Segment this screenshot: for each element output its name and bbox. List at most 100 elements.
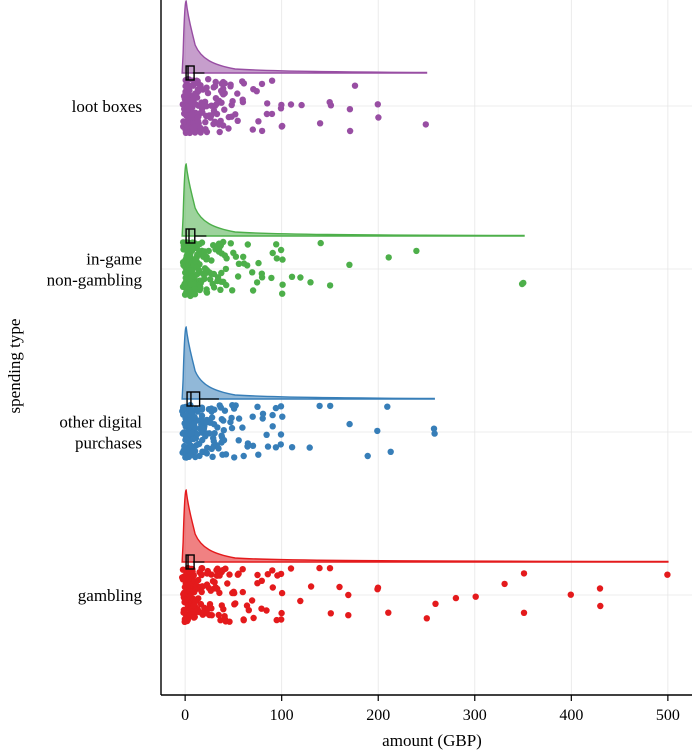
in_game_non_gambling-point	[188, 273, 195, 280]
other_digital_purchases-point	[195, 440, 202, 448]
category-label-other_digital_purchases: other digital purchases	[59, 413, 142, 453]
other_digital_purchases-point	[228, 424, 236, 432]
loot_boxes-points	[179, 76, 429, 137]
loot_boxes-density	[181, 0, 428, 74]
loot_boxes-point	[213, 110, 221, 118]
gambling-point	[234, 571, 241, 578]
gambling-point	[208, 571, 215, 578]
gambling-point	[385, 609, 392, 616]
in_game_non_gambling-point	[255, 259, 262, 267]
in_game_non_gambling-point	[249, 269, 256, 276]
in_game_non_gambling-point	[307, 279, 314, 286]
gambling-point	[287, 565, 295, 572]
other_digital_purchases-point	[208, 414, 216, 421]
in_game_non_gambling-point	[234, 273, 242, 280]
gambling-point	[254, 571, 261, 579]
other_digital_purchases-density	[181, 326, 435, 400]
other_digital_purchases-point	[279, 413, 286, 420]
loot_boxes-point	[197, 124, 204, 132]
gambling-point	[452, 594, 460, 602]
loot_boxes-point	[220, 85, 227, 93]
category-label-line: gambling	[78, 586, 143, 605]
series-loot_boxes	[179, 0, 429, 137]
in_game_non_gambling-point	[279, 281, 286, 288]
other_digital_purchases-point	[364, 452, 371, 460]
other_digital_purchases-point	[255, 451, 262, 458]
in_game_non_gambling-point	[197, 284, 204, 291]
category-labels: loot boxes in-game non-gambling other digit…	[47, 97, 143, 605]
x-tick-label-300: 300	[463, 707, 487, 724]
gambling-point	[423, 615, 430, 622]
loot_boxes-point	[228, 101, 235, 109]
gambling-point	[190, 614, 198, 621]
gambling-point	[258, 577, 265, 584]
gambling-point	[374, 586, 381, 593]
loot_boxes-point	[279, 122, 286, 130]
gambling-point	[195, 576, 202, 584]
loot_boxes-point	[185, 89, 192, 96]
in_game_non_gambling-point	[217, 242, 224, 249]
in_game_non_gambling-point	[269, 249, 276, 257]
in_game_non_gambling-point	[240, 253, 247, 260]
gambling-point	[195, 595, 202, 602]
in_game_non_gambling-point	[244, 241, 251, 248]
other_digital_purchases-point	[259, 415, 266, 422]
in_game_non_gambling-point	[208, 270, 215, 277]
other_digital_purchases-point	[316, 402, 323, 410]
other_digital_purchases-point	[221, 407, 229, 414]
loot_boxes-point	[218, 99, 225, 106]
other_digital_purchases-point	[210, 434, 217, 442]
category-label-line: non-gambling	[47, 271, 143, 290]
loot_boxes-point	[205, 76, 212, 83]
gambling-point	[229, 589, 236, 597]
other_digital_purchases-point	[272, 404, 280, 412]
gambling-point	[258, 605, 265, 612]
series-other_digital_purchases	[179, 326, 438, 461]
other_digital_purchases-point	[218, 416, 225, 423]
gambling-point	[190, 572, 197, 579]
in_game_non_gambling-point	[203, 286, 210, 293]
in_game_non_gambling-point	[413, 247, 420, 255]
loot_boxes-point	[263, 110, 271, 118]
gambling-point	[597, 602, 604, 610]
gambling-point	[567, 591, 574, 598]
other_digital_purchases-point	[259, 410, 267, 417]
in_game_non_gambling-point	[385, 254, 392, 261]
gambling-points	[179, 564, 671, 625]
gambling-point	[220, 606, 227, 613]
gambling-point	[198, 565, 206, 572]
in_game_non_gambling-box	[185, 228, 196, 244]
loot_boxes-point	[232, 111, 239, 118]
loot_boxes-point	[194, 118, 202, 125]
gambling-point	[277, 570, 285, 578]
in_game_non_gambling-point	[258, 274, 266, 281]
in_game_non_gambling-point	[229, 287, 236, 294]
gambling-point	[226, 618, 233, 625]
in_game_non_gambling-point	[223, 255, 230, 262]
loot_boxes-point	[258, 127, 266, 135]
gambling-point	[345, 612, 352, 619]
in_game_non_gambling-point	[196, 240, 203, 248]
loot_boxes-point	[221, 80, 228, 87]
loot_boxes-point	[210, 84, 217, 91]
gambling-point	[250, 614, 257, 622]
loot_boxes-point	[346, 106, 354, 113]
in_game_non_gambling-point	[205, 247, 212, 255]
y-axis-title: spending type	[5, 319, 24, 414]
gambling-point	[224, 580, 231, 587]
gambling-point	[316, 564, 323, 572]
in_game_non_gambling-point	[249, 287, 257, 294]
gambling-box	[185, 554, 195, 570]
loot_boxes-point	[326, 99, 333, 106]
gambling-point	[263, 607, 270, 614]
category-label-line: other digital	[59, 413, 142, 432]
in_game_non_gambling-point	[279, 290, 286, 297]
gambling-point	[269, 584, 276, 591]
x-tick-label-100: 100	[270, 707, 294, 724]
loot_boxes-point	[298, 101, 305, 109]
x-axis-title: amount (GBP)	[382, 731, 482, 750]
gambling-point	[269, 567, 276, 574]
category-label-in_game_non_gambling: in-game non-gambling	[47, 250, 143, 290]
loot_boxes-point	[220, 122, 227, 129]
